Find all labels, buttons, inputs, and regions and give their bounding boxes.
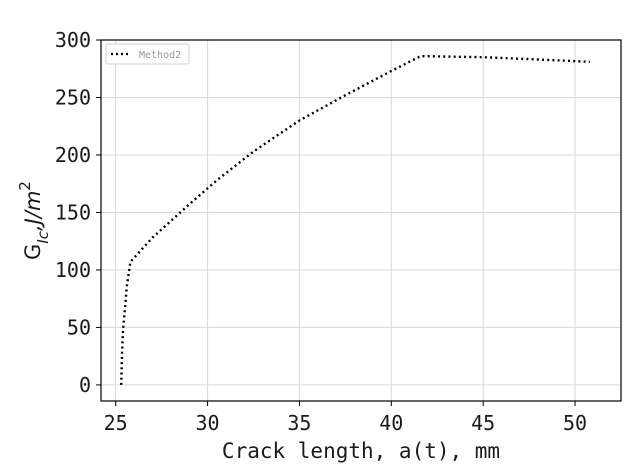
y-tick-label: 250 <box>55 85 91 109</box>
y-tick-label: 150 <box>55 200 91 224</box>
legend-label: Method2 <box>139 50 181 61</box>
x-tick-label: 40 <box>379 411 403 435</box>
y-tick-label: 50 <box>67 315 91 339</box>
y-axis-label: GIc,J/m2 <box>16 181 52 260</box>
plot-area-frame <box>100 39 622 402</box>
y-axis-label-superscript: 2 <box>16 181 34 191</box>
y-tick-label: 0 <box>79 373 91 397</box>
grid <box>101 39 621 401</box>
x-tick-label: 35 <box>287 411 311 435</box>
legend: Method2 <box>105 43 190 65</box>
series-layer <box>120 54 590 385</box>
x-axis-label: Crack length, a(t), mm <box>222 439 500 463</box>
x-tick-label: 30 <box>196 411 220 435</box>
y-axis-label-subscript: Ic <box>34 230 52 243</box>
y-tick-label: 300 <box>55 28 91 52</box>
ticks-layer: 25 30 35 40 45 50 0 50 100 150 200 250 300 <box>55 28 587 435</box>
y-axis-label-main: G <box>21 244 45 260</box>
x-tick-label: 50 <box>563 411 587 435</box>
y-tick-label: 100 <box>55 258 91 282</box>
y-axis-label-units: ,J/m <box>21 191 45 231</box>
x-tick-label: 25 <box>104 411 128 435</box>
y-tick-label: 200 <box>55 143 91 167</box>
x-tick-label: 45 <box>471 411 495 435</box>
legend-box <box>105 43 190 65</box>
series-line <box>120 54 590 385</box>
